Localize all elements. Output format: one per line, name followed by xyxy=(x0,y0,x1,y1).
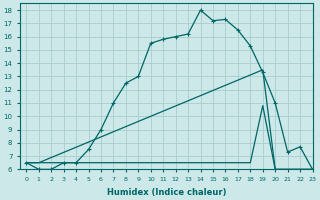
X-axis label: Humidex (Indice chaleur): Humidex (Indice chaleur) xyxy=(107,188,226,197)
